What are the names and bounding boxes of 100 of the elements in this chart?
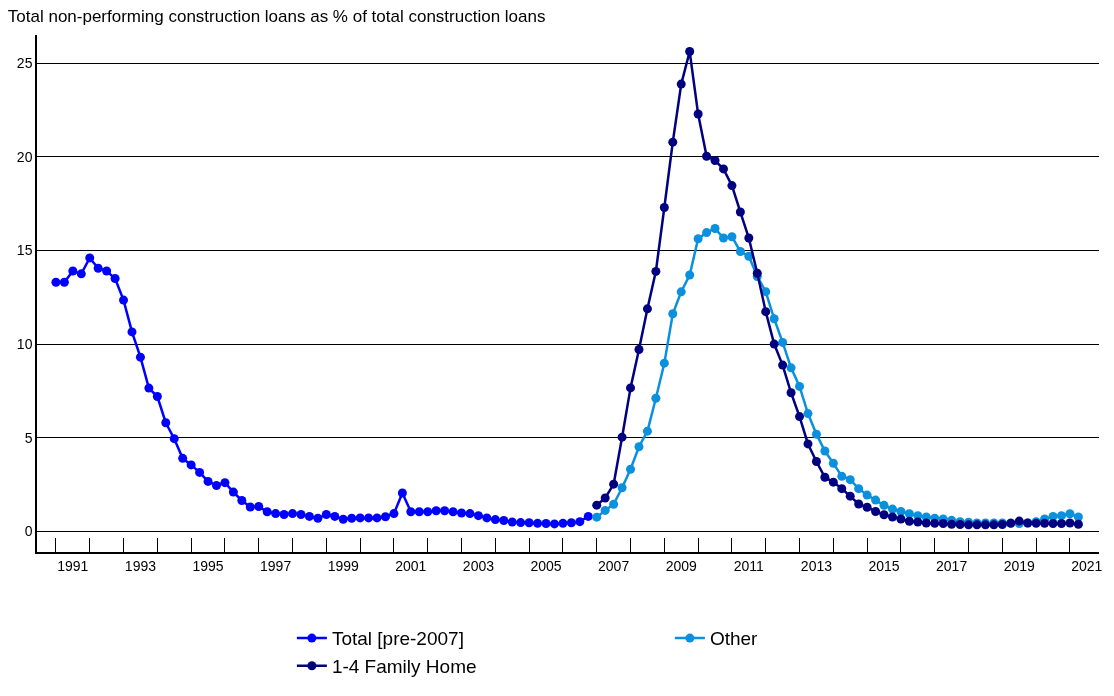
point	[947, 519, 957, 529]
point	[727, 181, 737, 191]
point	[668, 137, 678, 147]
legend-label: 1-4 Family Home	[331, 656, 477, 678]
x-tick-label: 2019	[1003, 557, 1036, 574]
y-tick-label: 15	[16, 242, 33, 259]
x-tick-label: 2003	[462, 557, 495, 574]
point	[803, 409, 813, 419]
point	[761, 307, 771, 317]
point	[811, 429, 821, 439]
x-tick-label: 2013	[800, 557, 833, 574]
y-tick-label: 5	[24, 429, 33, 446]
point	[735, 207, 745, 217]
point	[718, 233, 728, 243]
point	[786, 363, 796, 373]
point	[887, 512, 897, 522]
point	[592, 512, 602, 522]
point	[592, 500, 602, 510]
point	[718, 164, 728, 174]
x-tick-label: 1999	[327, 557, 360, 574]
x-tick-label: 2009	[665, 557, 698, 574]
point	[710, 224, 720, 233]
point	[904, 516, 914, 526]
point	[828, 458, 838, 468]
x-tick-label: 1995	[192, 557, 224, 574]
point	[710, 156, 720, 165]
point	[803, 439, 813, 449]
y-tick-label: 25	[16, 55, 33, 71]
point	[659, 358, 669, 368]
point	[600, 493, 610, 503]
x-tick-label: 2017	[936, 557, 968, 574]
point	[786, 388, 796, 398]
point	[693, 234, 703, 244]
x-tick-label: 2001	[395, 557, 427, 574]
x-tick-label: 2005	[530, 557, 562, 574]
point	[626, 383, 636, 393]
point	[837, 484, 847, 494]
point	[659, 203, 669, 213]
y-tick-label: 10	[16, 335, 33, 352]
point	[811, 457, 821, 467]
point	[651, 393, 661, 403]
point	[871, 507, 881, 517]
point	[634, 345, 644, 355]
x-tick-label: 1997	[260, 557, 292, 574]
point	[1056, 519, 1066, 529]
point	[642, 304, 652, 314]
point	[609, 499, 619, 509]
point	[735, 247, 745, 257]
point	[820, 446, 830, 456]
point	[862, 502, 872, 512]
point	[938, 519, 948, 529]
point	[887, 504, 897, 514]
x-tick-label: 2015	[868, 557, 900, 574]
x-tick-label: 2007	[598, 557, 630, 574]
point	[676, 287, 686, 297]
y-tick-label: 0	[24, 523, 33, 540]
point	[913, 517, 923, 527]
point	[1065, 509, 1075, 519]
point	[626, 464, 636, 474]
point	[837, 471, 847, 481]
point	[1048, 519, 1058, 529]
point	[634, 442, 644, 452]
point	[769, 339, 779, 349]
point	[702, 151, 712, 161]
point	[1040, 518, 1050, 528]
point	[778, 337, 788, 347]
point	[862, 490, 872, 500]
point	[1056, 511, 1066, 521]
point	[879, 510, 889, 520]
point	[896, 514, 906, 524]
point	[727, 232, 737, 242]
point	[795, 381, 805, 391]
point	[896, 507, 906, 517]
point	[617, 483, 627, 493]
legend-label: Other	[709, 628, 759, 650]
point	[845, 475, 855, 485]
point	[600, 505, 610, 515]
y-tick-label: 20	[16, 148, 33, 165]
point	[795, 412, 805, 422]
point	[845, 491, 855, 501]
point	[685, 270, 695, 280]
point	[854, 499, 864, 509]
point	[609, 479, 619, 489]
point	[702, 228, 712, 238]
x-tick-label: 1991	[57, 557, 89, 574]
chart-title: Total non-performing construction loans as % of total construction loans	[7, 7, 546, 27]
point	[744, 233, 754, 243]
point	[828, 477, 838, 487]
point	[930, 518, 940, 528]
x-tick-label: 1993	[124, 557, 157, 574]
x-tick-label: 2021	[1071, 557, 1103, 574]
point	[854, 484, 864, 494]
point	[871, 495, 881, 505]
point	[1073, 519, 1083, 529]
point	[642, 426, 652, 436]
point	[617, 432, 627, 442]
point	[676, 79, 686, 89]
point	[685, 46, 695, 56]
point	[778, 360, 788, 370]
point	[879, 500, 889, 510]
